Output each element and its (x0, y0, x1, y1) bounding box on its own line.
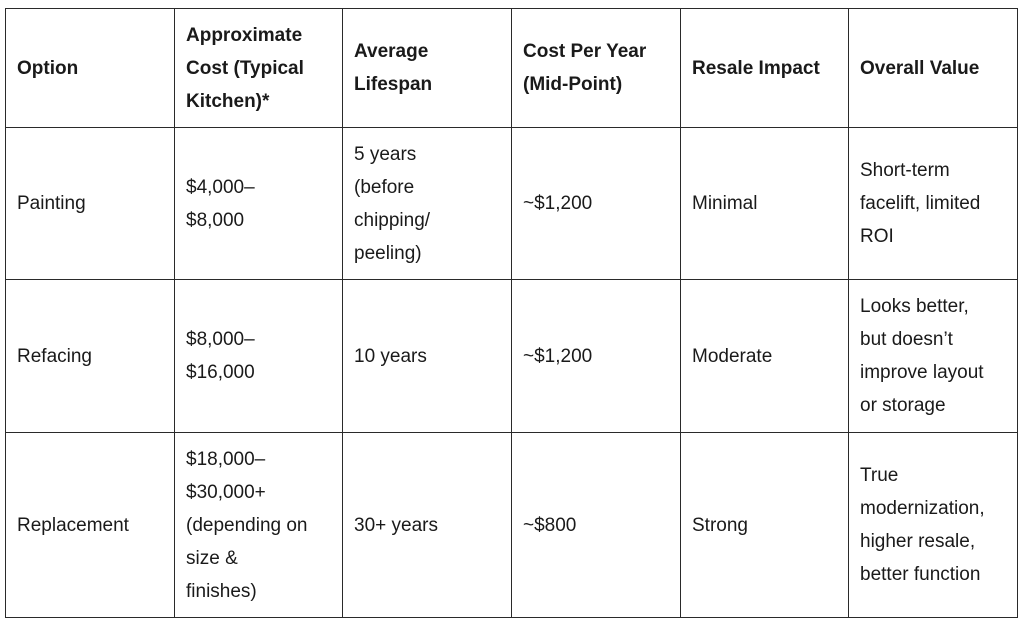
header-option: Option (5, 8, 175, 128)
cell-resale-impact: Strong (680, 432, 849, 618)
table-row: Refacing $8,000– $16,000 10 years ~$1,20… (5, 279, 1018, 433)
cell-resale-impact: Moderate (680, 279, 849, 433)
header-cost-per-year: Cost Per Year (Mid-Point) (511, 8, 681, 128)
cell-option: Replacement (5, 432, 175, 618)
table-body: Painting $4,000– $8,000 5 years (before … (5, 127, 1018, 618)
header-overall-value: Overall Value (848, 8, 1018, 128)
table-header: Option Approximate Cost (Typical Kitchen… (5, 8, 1018, 128)
header-average-lifespan: Average Lifespan (342, 8, 512, 128)
cell-overall-value: True modernization, higher resale, bette… (848, 432, 1018, 618)
cell-approximate-cost: $18,000– $30,000+ (depending on size & f… (174, 432, 343, 618)
table-row: Replacement $18,000– $30,000+ (depending… (5, 432, 1018, 618)
cell-approximate-cost: $4,000– $8,000 (174, 127, 343, 280)
table-row: Painting $4,000– $8,000 5 years (before … (5, 127, 1018, 280)
comparison-table: Option Approximate Cost (Typical Kitchen… (5, 8, 1018, 618)
cell-approximate-cost: $8,000– $16,000 (174, 279, 343, 433)
cell-resale-impact: Minimal (680, 127, 849, 280)
cell-option: Painting (5, 127, 175, 280)
cell-cost-per-year: ~$800 (511, 432, 681, 618)
header-approximate-cost: Approximate Cost (Typical Kitchen)* (174, 8, 343, 128)
cell-average-lifespan: 30+ years (342, 432, 512, 618)
header-row: Option Approximate Cost (Typical Kitchen… (5, 8, 1018, 128)
cell-average-lifespan: 5 years (before chipping/ peeling) (342, 127, 512, 280)
header-resale-impact: Resale Impact (680, 8, 849, 128)
cell-average-lifespan: 10 years (342, 279, 512, 433)
cell-cost-per-year: ~$1,200 (511, 279, 681, 433)
cell-overall-value: Short-term facelift, limited ROI (848, 127, 1018, 280)
cell-cost-per-year: ~$1,200 (511, 127, 681, 280)
cell-option: Refacing (5, 279, 175, 433)
cell-overall-value: Looks better, but doesn’t improve layout… (848, 279, 1018, 433)
